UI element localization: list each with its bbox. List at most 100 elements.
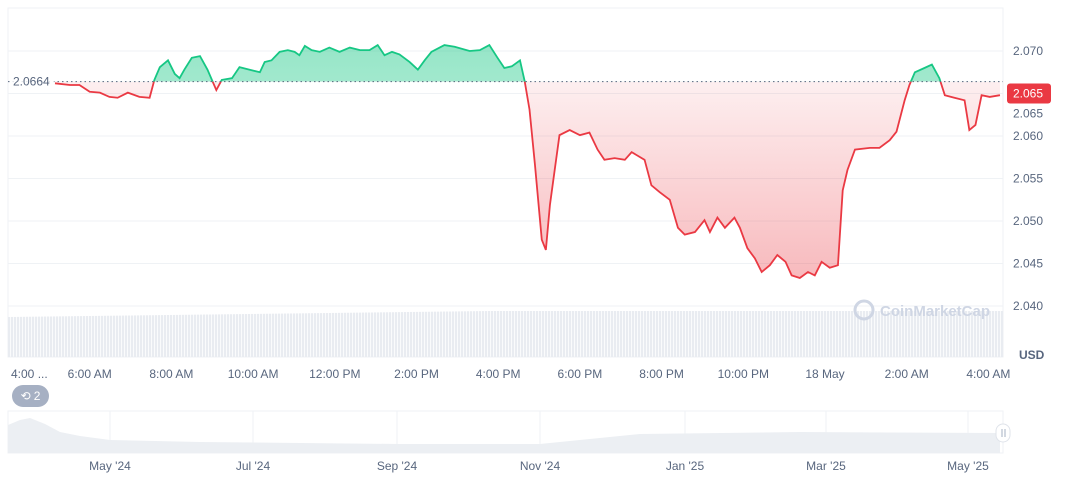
volume-bar xyxy=(110,315,113,357)
volume-bar xyxy=(785,311,788,357)
volume-bar xyxy=(188,314,191,357)
volume-bar xyxy=(578,311,581,357)
y-tick-label: 2.065 xyxy=(1013,107,1043,121)
volume-bar xyxy=(623,311,626,357)
volume-bar xyxy=(791,311,794,357)
volume-bar xyxy=(59,316,62,357)
volume-bar xyxy=(335,312,338,357)
volume-bar xyxy=(287,313,290,357)
x-tick-label: 4:00 PM xyxy=(476,367,521,381)
volume-bar xyxy=(290,313,293,357)
volume-bar xyxy=(515,311,518,357)
volume-bar xyxy=(869,311,872,357)
x-tick-label: 12:00 PM xyxy=(309,367,360,381)
volume-bar xyxy=(956,311,959,357)
volume-bar xyxy=(446,311,449,357)
volume-bar xyxy=(275,313,278,357)
volume-bar xyxy=(23,316,26,357)
volume-bar xyxy=(626,311,629,357)
history-badge[interactable]: ⟲ 2 xyxy=(12,385,49,407)
navigator-label: Sep '24 xyxy=(377,459,418,473)
y-tick-label: 2.040 xyxy=(1013,299,1043,313)
volume-bar xyxy=(857,311,860,357)
volume-bar xyxy=(425,311,428,357)
x-tick-label: 8:00 AM xyxy=(149,367,193,381)
volume-bar xyxy=(911,311,914,357)
volume-bar xyxy=(665,311,668,357)
volume-bar xyxy=(101,315,104,357)
x-tick-label: 4:00 AM xyxy=(966,367,1010,381)
area-down xyxy=(54,81,1000,278)
navigator-handle[interactable] xyxy=(995,423,1011,443)
volume-bar xyxy=(848,311,851,357)
volume-bar xyxy=(983,311,986,357)
volume-bar xyxy=(302,313,305,357)
volume-bar xyxy=(878,311,881,357)
volume-bar xyxy=(197,314,200,357)
volume-bar xyxy=(647,311,650,357)
volume-bar xyxy=(959,311,962,357)
volume-bar xyxy=(560,311,563,357)
volume-bar xyxy=(497,311,500,357)
volume-bar xyxy=(695,311,698,357)
current-price-tag xyxy=(1007,83,1051,104)
volume-bar xyxy=(518,311,521,357)
volume-bar xyxy=(71,316,74,357)
volume-bar xyxy=(800,311,803,357)
volume-bar xyxy=(617,311,620,357)
volume-bar xyxy=(815,311,818,357)
volume-bar xyxy=(512,311,515,357)
volume-bar xyxy=(215,314,218,357)
y-tick-label: 2.055 xyxy=(1013,172,1043,186)
volume-bar xyxy=(572,311,575,357)
volume-bar xyxy=(971,311,974,357)
navigator-label: Nov '24 xyxy=(520,459,561,473)
volume-bar xyxy=(212,314,215,357)
volume-bar xyxy=(611,311,614,357)
volume-bar xyxy=(503,311,506,357)
volume-bar xyxy=(968,311,971,357)
volume-bar xyxy=(962,311,965,357)
history-count: 2 xyxy=(33,389,41,403)
volume-bar xyxy=(716,311,719,357)
volume-bar xyxy=(917,311,920,357)
navigator: May '24 Jul '24 Sep '24 Nov '24 Jan '25 Mar '… xyxy=(7,410,1011,473)
volume-bar xyxy=(29,316,32,357)
volume-bar xyxy=(548,311,551,357)
volume-bar xyxy=(320,313,323,357)
navigator-label: Jul '24 xyxy=(236,459,271,473)
volume-bar xyxy=(473,311,476,357)
volume-bar xyxy=(899,311,902,357)
volume-bar xyxy=(710,311,713,357)
volume-bar xyxy=(812,311,815,357)
volume-bar xyxy=(890,311,893,357)
volume-bar xyxy=(182,314,185,357)
volume-bar xyxy=(359,312,362,357)
volume-bar xyxy=(173,314,176,357)
volume-bar xyxy=(788,311,791,357)
volume-bar xyxy=(659,311,662,357)
volume-bar xyxy=(458,311,461,357)
volume-bar xyxy=(938,311,941,357)
volume-bar xyxy=(566,311,569,357)
volume-bar xyxy=(476,311,479,357)
volume-bar xyxy=(281,313,284,357)
volume-bar xyxy=(68,316,71,357)
volume-bar xyxy=(677,311,680,357)
volume-bar xyxy=(284,313,287,357)
volume-bar xyxy=(365,312,368,357)
navigator-label: Mar '25 xyxy=(806,459,846,473)
volume-bar xyxy=(134,315,137,357)
volume-bar xyxy=(161,315,164,357)
volume-bar xyxy=(341,312,344,357)
volume-bar xyxy=(731,311,734,357)
volume-bar xyxy=(332,312,335,357)
volume-bar xyxy=(350,312,353,357)
volume-bar xyxy=(482,311,485,357)
volume-bar xyxy=(605,311,608,357)
volume-bar xyxy=(47,316,50,357)
volume-bar xyxy=(371,312,374,357)
volume-bar xyxy=(806,311,809,357)
y-tick-label: 2.070 xyxy=(1013,44,1043,58)
